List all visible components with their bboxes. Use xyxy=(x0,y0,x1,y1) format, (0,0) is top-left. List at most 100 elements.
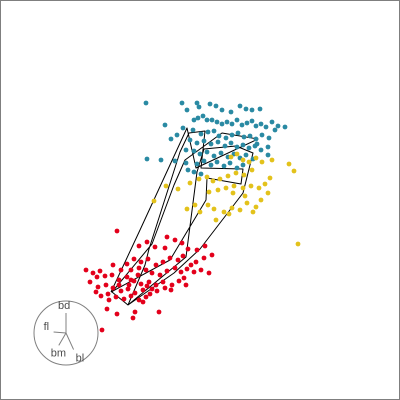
point-red-57 xyxy=(132,290,138,296)
point-teal-55 xyxy=(234,144,240,150)
axis-label-fl: fl xyxy=(44,321,50,333)
point-teal-2 xyxy=(194,100,200,106)
point-teal-6 xyxy=(219,107,225,113)
point-yellow-13 xyxy=(217,176,223,182)
point-yellow-32 xyxy=(244,200,250,206)
point-teal-13 xyxy=(195,115,201,121)
point-red-14 xyxy=(188,262,194,268)
point-teal-74 xyxy=(201,158,207,164)
point-yellow-18 xyxy=(175,186,181,192)
point-yellow-3 xyxy=(246,159,252,165)
point-teal-23 xyxy=(244,120,250,126)
point-yellow-9 xyxy=(249,167,255,173)
point-red-13 xyxy=(193,259,199,265)
point-red-18 xyxy=(160,259,166,265)
point-red-68 xyxy=(143,294,149,300)
point-teal-49 xyxy=(194,140,200,146)
point-red-65 xyxy=(121,296,127,302)
point-red-39 xyxy=(94,274,100,280)
point-red-1 xyxy=(164,234,170,240)
point-yellow-41 xyxy=(213,217,219,223)
point-teal-44 xyxy=(259,132,265,138)
point-teal-14 xyxy=(200,113,206,119)
point-yellow-21 xyxy=(215,187,221,193)
point-yellow-31 xyxy=(253,204,259,210)
point-red-38 xyxy=(97,268,103,274)
point-red-64 xyxy=(113,294,119,300)
axis-line-fl xyxy=(53,331,67,334)
point-yellow-15 xyxy=(204,174,210,180)
point-red-2 xyxy=(172,237,178,243)
point-teal-42 xyxy=(247,133,253,139)
point-yellow-38 xyxy=(197,209,203,215)
point-yellow-7 xyxy=(286,161,292,167)
point-red-87 xyxy=(135,272,141,278)
point-teal-1 xyxy=(179,100,185,106)
axis-line-bl xyxy=(65,332,75,350)
point-yellow-33 xyxy=(237,207,243,213)
point-red-6 xyxy=(162,245,168,251)
point-teal-20 xyxy=(229,121,235,127)
point-red-32 xyxy=(184,266,190,272)
point-yellow-19 xyxy=(163,183,169,189)
point-teal-61 xyxy=(265,152,271,158)
point-red-61 xyxy=(162,285,168,291)
point-yellow-20 xyxy=(206,189,212,195)
point-teal-16 xyxy=(209,117,215,123)
point-teal-36 xyxy=(211,128,217,134)
point-teal-84 xyxy=(198,171,204,177)
point-red-72 xyxy=(130,315,136,321)
point-red-66 xyxy=(128,293,134,299)
point-red-34 xyxy=(198,267,204,273)
point-red-85 xyxy=(144,283,150,289)
point-teal-25 xyxy=(253,123,259,129)
point-yellow-11 xyxy=(233,170,239,176)
point-red-22 xyxy=(131,256,137,262)
point-red-27 xyxy=(149,270,155,276)
point-yellow-17 xyxy=(187,180,193,186)
point-red-4 xyxy=(136,243,142,249)
point-teal-39 xyxy=(229,132,235,138)
point-teal-75 xyxy=(208,162,214,168)
point-yellow-10 xyxy=(241,172,247,178)
point-teal-73 xyxy=(194,161,200,167)
point-yellow-28 xyxy=(267,175,273,181)
point-yellow-34 xyxy=(229,205,235,211)
point-yellow-16 xyxy=(196,176,202,182)
point-teal-35 xyxy=(205,129,211,135)
point-layer xyxy=(83,100,301,333)
point-teal-12 xyxy=(191,117,197,123)
point-red-73 xyxy=(99,327,105,333)
point-teal-89 xyxy=(272,127,278,133)
point-red-56 xyxy=(125,286,131,292)
point-teal-15 xyxy=(204,117,210,123)
point-red-86 xyxy=(183,282,189,288)
point-red-41 xyxy=(109,272,115,278)
point-yellow-5 xyxy=(259,159,265,165)
point-red-46 xyxy=(146,279,152,285)
point-teal-8 xyxy=(237,103,243,109)
point-red-33 xyxy=(191,269,197,275)
point-red-75 xyxy=(168,287,174,293)
point-teal-3 xyxy=(196,104,202,110)
point-red-50 xyxy=(176,278,182,284)
point-teal-30 xyxy=(282,124,288,130)
point-yellow-37 xyxy=(205,202,211,208)
point-red-8 xyxy=(185,246,191,252)
point-yellow-25 xyxy=(248,183,254,189)
point-red-16 xyxy=(175,257,181,263)
point-red-29 xyxy=(164,268,170,274)
point-teal-52 xyxy=(215,139,221,145)
point-red-15 xyxy=(180,253,186,259)
point-red-10 xyxy=(202,243,208,249)
point-red-48 xyxy=(160,279,166,285)
point-red-47 xyxy=(153,282,159,288)
point-red-42 xyxy=(116,277,122,283)
point-teal-24 xyxy=(249,118,255,124)
point-teal-80 xyxy=(240,162,246,168)
point-teal-32 xyxy=(180,125,186,131)
point-red-26 xyxy=(143,267,149,273)
point-teal-83 xyxy=(191,169,197,175)
point-red-21 xyxy=(138,259,144,265)
point-red-80 xyxy=(93,289,99,295)
